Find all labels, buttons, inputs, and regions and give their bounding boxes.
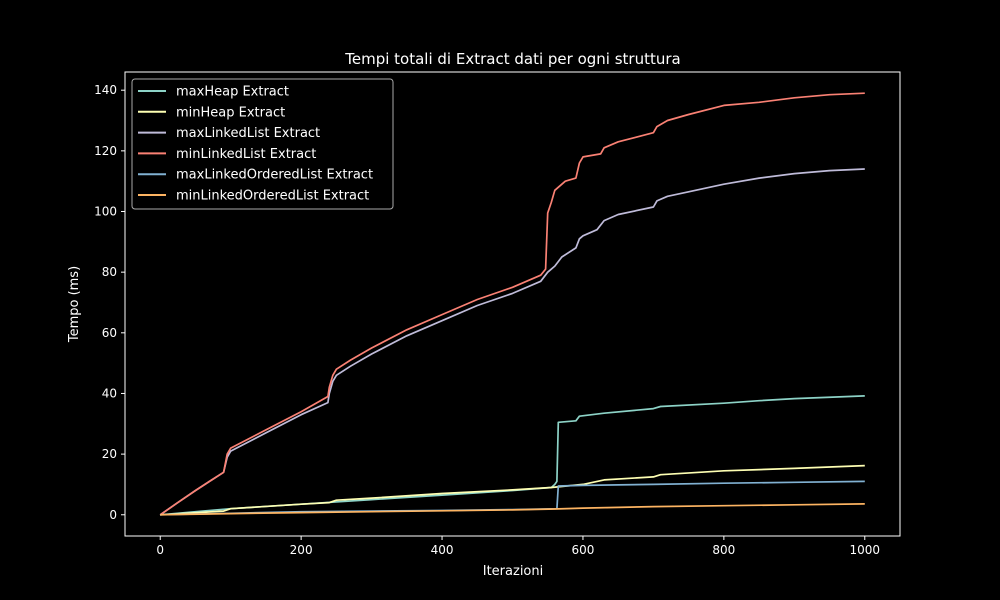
x-tick-label: 0 bbox=[156, 543, 164, 557]
x-tick-label: 800 bbox=[712, 543, 735, 557]
y-tick-label: 60 bbox=[102, 326, 117, 340]
x-axis-ticks: 0 200 400 600 800 1000 bbox=[156, 536, 880, 557]
legend-label-5: minLinkedOrderedList Extract bbox=[176, 189, 369, 204]
series-line-5 bbox=[160, 503, 865, 516]
legend-box bbox=[131, 78, 394, 210]
legend-label-1: minHeap Extract bbox=[176, 105, 285, 120]
y-tick-label: 100 bbox=[94, 205, 117, 219]
y-tick-label: 120 bbox=[94, 144, 117, 158]
series-lines bbox=[159, 92, 865, 516]
y-tick-label: 140 bbox=[94, 83, 117, 97]
series-line-1 bbox=[160, 464, 865, 516]
x-axis-label: Iterazioni bbox=[483, 564, 543, 579]
legend-label-4: maxLinkedOrderedList Extract bbox=[176, 168, 373, 183]
chart-title: Tempi totali di Extract dati per ogni st… bbox=[344, 50, 680, 68]
legend-label-0: maxHeap Extract bbox=[176, 85, 289, 100]
x-tick-label: 1000 bbox=[849, 543, 880, 557]
y-tick-label: 40 bbox=[102, 386, 117, 400]
x-tick-label: 200 bbox=[290, 543, 313, 557]
y-tick-label: 0 bbox=[109, 508, 117, 522]
x-tick-label: 600 bbox=[572, 543, 595, 557]
legend-label-2: maxLinkedList Extract bbox=[176, 126, 320, 141]
series-line-3 bbox=[159, 92, 865, 516]
y-tick-label: 80 bbox=[102, 265, 117, 279]
legend-label-3: minLinkedList Extract bbox=[176, 147, 316, 162]
x-tick-label: 400 bbox=[431, 543, 454, 557]
legend: maxHeap Extract minHeap Extract maxLinkedL… bbox=[131, 78, 394, 210]
series-line-2 bbox=[159, 168, 865, 516]
y-tick-label: 20 bbox=[102, 447, 117, 461]
y-axis-label: Tempo (ms) bbox=[67, 266, 82, 343]
y-axis-ticks: 0 20 40 60 80 100 120 140 bbox=[94, 83, 125, 522]
